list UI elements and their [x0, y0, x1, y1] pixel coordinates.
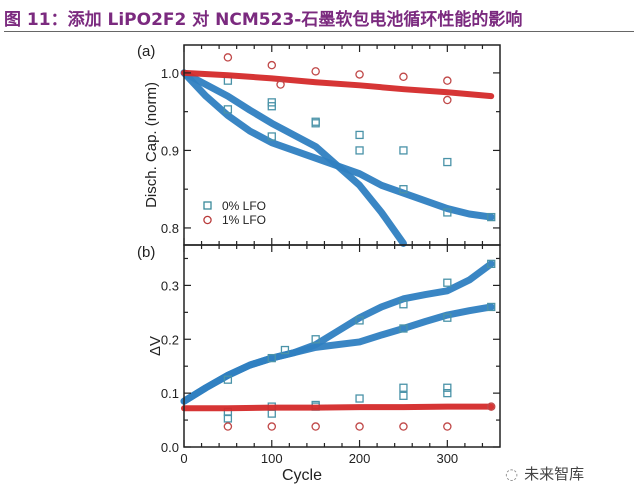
- watermark-text: 未来智库: [524, 465, 585, 483]
- panel-label: (a): [137, 43, 155, 60]
- data-point: [267, 409, 276, 418]
- wechat-icon: ◌: [505, 465, 519, 483]
- y-tick-label: 1.0: [161, 66, 179, 81]
- data-point: [355, 130, 364, 140]
- series-curve: [180, 260, 495, 405]
- data-point: [487, 302, 496, 312]
- data-point: [399, 72, 408, 82]
- y-tick-label: 0.8: [161, 221, 179, 236]
- data-point: [280, 345, 290, 355]
- legend-label: 0% LFO: [222, 199, 266, 213]
- data-point: [443, 313, 452, 322]
- x-tick-label: 0: [180, 451, 187, 466]
- data-point: [267, 102, 276, 111]
- data-point: [311, 422, 320, 431]
- data-point: [311, 119, 320, 128]
- series-curve: [181, 69, 495, 100]
- data-point: [311, 67, 320, 76]
- data-point: [223, 375, 233, 384]
- data-point: [399, 324, 408, 333]
- y-tick-label: 0.2: [161, 332, 179, 347]
- data-point: [399, 391, 408, 400]
- data-point: [399, 146, 408, 155]
- data-point: [267, 353, 276, 363]
- data-point: [223, 105, 233, 114]
- data-point: [355, 422, 364, 431]
- y-tick-label: 0.0: [161, 440, 179, 455]
- data-point: [443, 157, 452, 167]
- data-point: [443, 383, 452, 392]
- series-curve: [180, 69, 407, 247]
- data-point: [486, 402, 496, 411]
- y-tick-label: 0.1: [161, 386, 179, 401]
- y-tick-label: 0.3: [161, 278, 179, 293]
- data-point: [223, 53, 233, 62]
- x-tick-label: 100: [261, 451, 283, 466]
- data-point: [487, 259, 496, 269]
- series-curve: [180, 303, 495, 405]
- title-divider: [4, 31, 634, 32]
- data-point: [443, 278, 452, 287]
- data-point: [399, 383, 408, 392]
- panel-label: (b): [137, 244, 155, 261]
- data-point: [399, 300, 408, 309]
- x-tick-label: 200: [349, 451, 371, 466]
- data-point: [223, 414, 233, 423]
- data-point: [355, 316, 364, 325]
- legend-marker-square: [203, 201, 212, 210]
- data-point: [355, 146, 364, 155]
- data-point: [276, 80, 285, 89]
- data-point: [443, 95, 452, 105]
- data-point: [311, 335, 320, 344]
- data-point: [443, 388, 452, 398]
- y-axis-label: Disch. Cap. (norm): [143, 82, 160, 208]
- data-point: [267, 422, 277, 431]
- y-tick-label: 0.9: [161, 143, 179, 158]
- series-curve: [181, 403, 495, 412]
- series-curve: [180, 69, 495, 221]
- data-point: [487, 212, 496, 222]
- figure-title: 图 11：添加 LiPO2F2 对 NCM523-石墨软包电池循环性能的影响: [4, 10, 523, 30]
- data-point: [443, 422, 452, 431]
- data-point: [355, 70, 364, 79]
- data-point: [443, 208, 452, 217]
- data-point: [355, 394, 364, 403]
- data-point: [399, 185, 408, 194]
- data-point: [223, 422, 233, 431]
- data-point: [267, 132, 276, 141]
- watermark: ◌ 未来智库: [505, 463, 584, 484]
- legend-label: 1% LFO: [222, 213, 266, 227]
- x-tick-label: 300: [436, 451, 458, 466]
- x-axis-label: Cycle: [282, 467, 322, 484]
- data-point: [267, 60, 277, 70]
- data-point: [443, 76, 452, 85]
- panel-1: 0 100 200 300 0.0 0.1 0.2 0.3 (b) ΔV Cycle: [137, 244, 501, 484]
- data-point: [399, 422, 408, 431]
- y-axis-label: ΔV: [147, 336, 164, 356]
- legend-marker-circle: [203, 215, 212, 225]
